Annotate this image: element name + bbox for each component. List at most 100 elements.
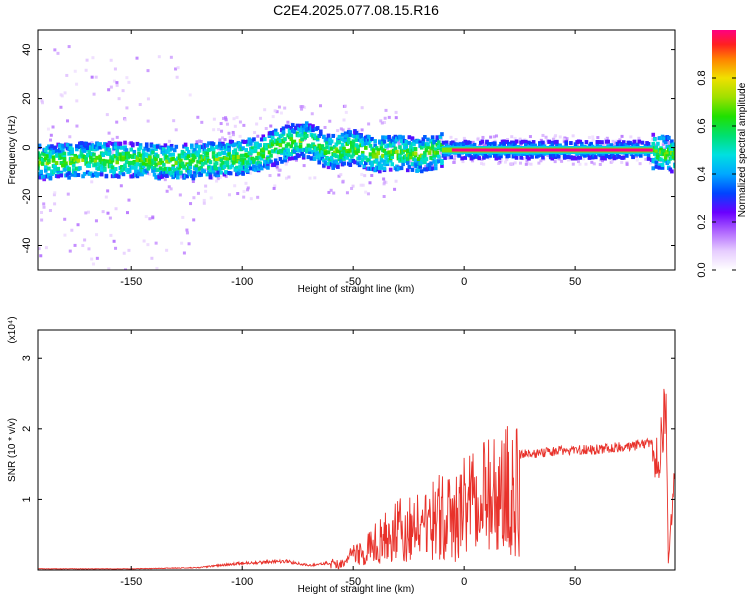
spectrogram-speckle — [368, 181, 372, 185]
spectrogram-cell — [230, 140, 235, 145]
spectrogram-speckle — [209, 196, 213, 200]
spectrogram-cell — [56, 171, 60, 176]
spectrogram-cell — [123, 140, 127, 145]
spectrogram-cell — [298, 144, 303, 149]
spectrogram-cell — [169, 143, 174, 148]
spectrogram-cell — [304, 146, 309, 151]
spectrogram-speckle — [409, 160, 413, 164]
spectrogram-speckle — [127, 248, 131, 252]
spectrogram-speckle — [235, 115, 239, 119]
spectrogram-cell — [405, 160, 410, 165]
spectrogram-cell — [208, 168, 213, 173]
spectrogram-speckle — [127, 198, 131, 202]
spectrogram-cell — [266, 165, 270, 170]
spectrogram-cell — [388, 158, 393, 163]
spectrogram-cell — [211, 150, 216, 155]
spectrogram-speckle — [360, 128, 364, 132]
spectrogram-cell — [371, 148, 376, 153]
spectrogram-cell — [267, 133, 272, 138]
spectrogram-cell — [295, 123, 300, 128]
spectrogram-cell — [155, 144, 160, 149]
spectrogram-cell — [43, 165, 48, 170]
spectrogram-speckle — [248, 171, 252, 175]
spectrogram-cell — [656, 152, 660, 157]
spectrogram-speckle — [182, 251, 186, 255]
spectrogram-cell — [673, 164, 675, 169]
spectrogram-speckle — [277, 105, 281, 109]
spectrogram-cell — [67, 167, 71, 172]
spectrogram-cell — [110, 156, 115, 161]
spectrogram-cell — [144, 144, 149, 149]
spectrogram-speckle — [246, 188, 250, 192]
spectrogram-speckle — [150, 256, 154, 260]
spectrogram-cell — [42, 174, 47, 179]
spectrogram-cell — [492, 153, 497, 158]
spectrogram-cell — [87, 142, 92, 147]
spectrogram-cell — [384, 151, 388, 156]
spectrogram-cell — [510, 140, 514, 145]
spectrogram-cell — [410, 162, 415, 167]
spectrogram-cell — [345, 148, 349, 153]
spectrogram-cell — [426, 137, 430, 142]
spectrogram-speckle — [56, 51, 60, 55]
spectrogram-speckle — [204, 189, 208, 193]
spectrogram-cell — [418, 140, 422, 145]
colorbar-gradient — [712, 30, 736, 270]
spectrogram-cell — [132, 149, 137, 154]
spectrogram-speckle — [300, 107, 304, 111]
spectrogram-speckle — [67, 45, 71, 49]
spectrogram-speckle — [39, 254, 43, 258]
spectrogram-speckle — [217, 147, 221, 151]
spectrogram-cell — [360, 150, 365, 155]
spectrogram-speckle — [363, 174, 367, 178]
spectrogram-cell — [656, 141, 660, 146]
spectrogram-cell — [653, 137, 657, 142]
spectrogram-cell — [419, 160, 424, 165]
spectrogram-cell — [43, 156, 48, 161]
spectrogram-cell — [522, 152, 527, 157]
spectrogram-cell — [472, 152, 477, 157]
spectrogram-speckle — [125, 106, 129, 110]
spectrogram-speckle — [242, 189, 246, 193]
spectrogram-cell — [388, 167, 393, 172]
spectrogram-speckle — [264, 127, 268, 131]
spectrogram-cell — [485, 154, 489, 159]
spectrogram-cell — [252, 137, 256, 142]
spectrogram-cell — [261, 134, 266, 139]
spectrogram-speckle — [337, 174, 341, 178]
spectrogram-cell — [441, 140, 446, 145]
spectrogram-cell — [177, 156, 182, 161]
spectrogram-cell — [231, 153, 236, 158]
spectrogram-cell — [376, 151, 381, 156]
spectrogram-speckle — [63, 233, 67, 237]
spectrogram-cell — [343, 131, 348, 136]
spectrogram-cell — [238, 141, 242, 146]
spectrogram-cell — [135, 162, 140, 167]
spectrogram-speckle — [63, 91, 67, 95]
spectrogram-speckle — [383, 121, 387, 125]
spectrogram-cell — [611, 153, 615, 158]
spectrogram-cell — [57, 143, 62, 148]
spectrogram-cell — [407, 135, 412, 140]
spectrogram-speckle — [638, 162, 642, 166]
spectrogram-cell — [584, 140, 589, 145]
spectrogram-speckle — [286, 120, 290, 124]
spectrogram-cell — [405, 157, 410, 162]
spectrogram-cell — [278, 156, 283, 161]
spectrogram-cell — [393, 146, 398, 151]
spectrogram-cell — [665, 144, 670, 149]
spectrogram-cell — [239, 157, 244, 162]
spectrogram-cell — [486, 142, 491, 147]
spectrogram-cell — [171, 152, 175, 157]
spectrogram-cell — [412, 139, 416, 144]
spectrogram-cell — [124, 167, 129, 172]
spectrogram-cell — [174, 160, 179, 165]
spectrogram-speckle — [341, 128, 345, 132]
spectrogram-cell — [219, 170, 224, 175]
spectrogram-cell — [668, 147, 673, 152]
spectrogram-cell — [346, 137, 351, 142]
spectrogram-speckle — [285, 159, 289, 163]
spectrogram-cell — [93, 159, 98, 164]
spectrogram-speckle — [73, 69, 77, 73]
spectrogram-speckle — [95, 256, 99, 260]
